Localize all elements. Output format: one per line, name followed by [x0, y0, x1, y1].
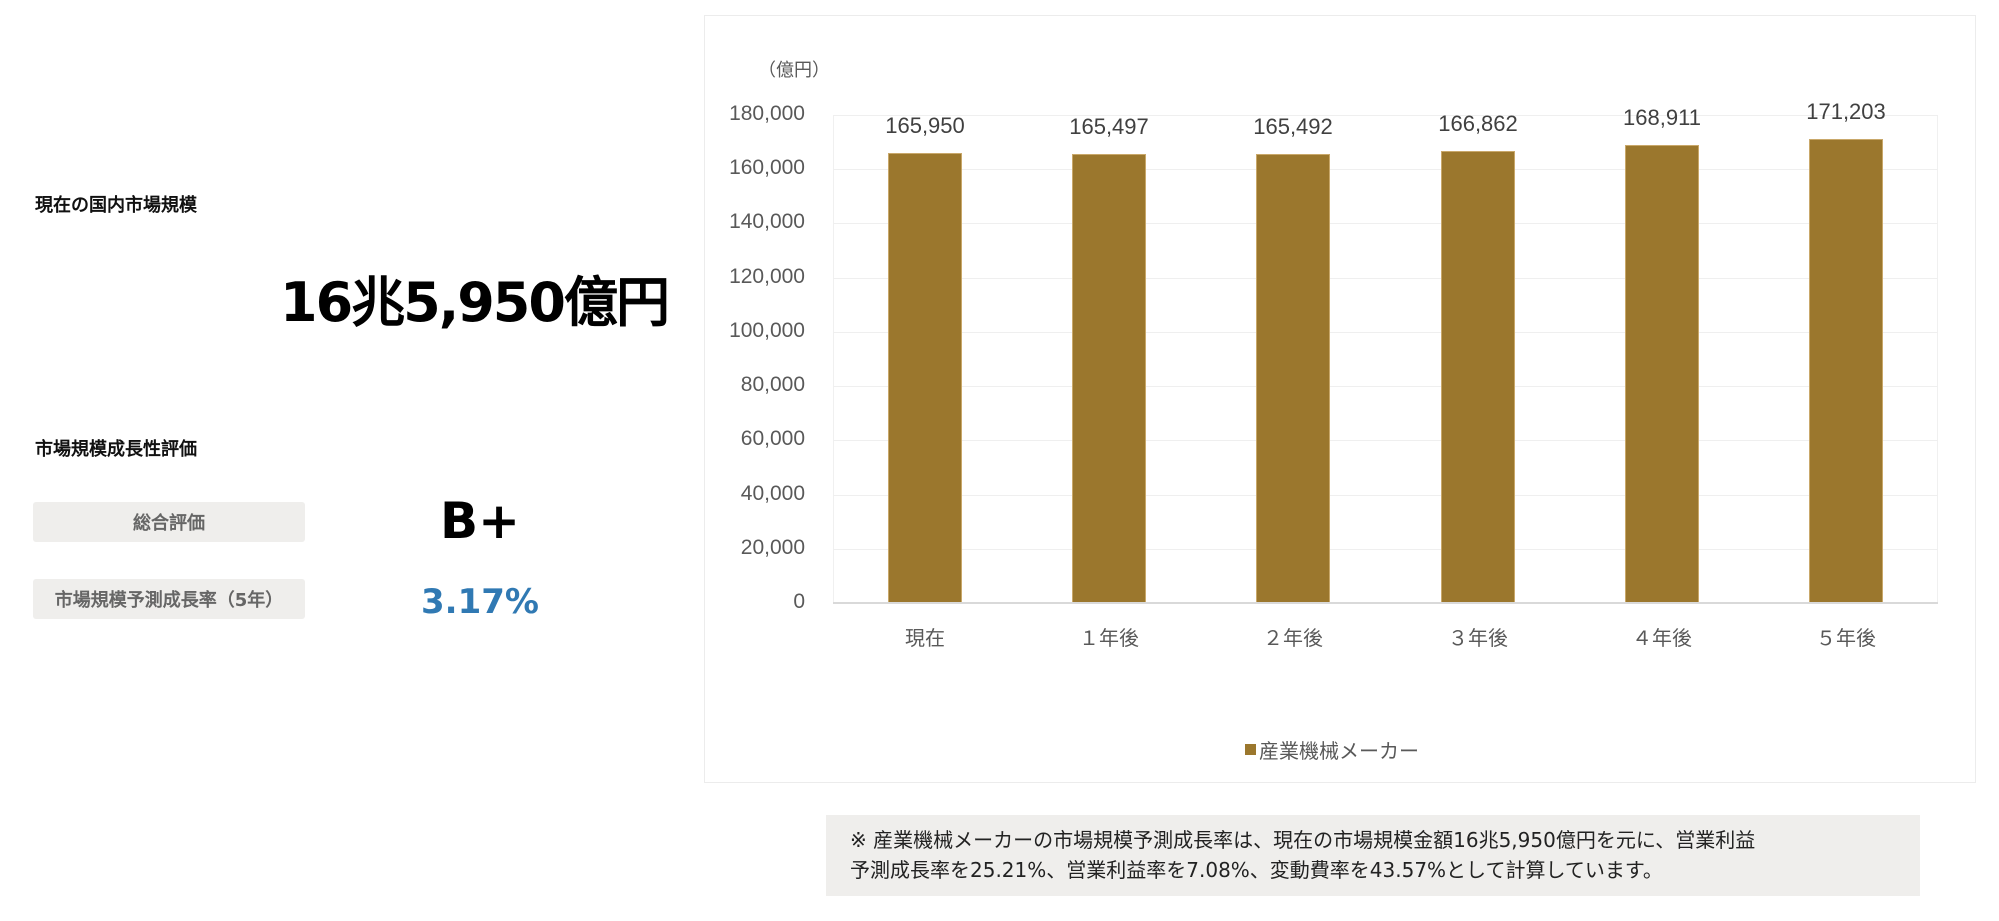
data-label: 168,911: [1623, 105, 1701, 130]
growth-evaluation-title: 市場規模成長性評価: [35, 439, 197, 460]
bar: [1441, 151, 1515, 603]
y-tick-label: 160,000: [729, 156, 805, 179]
bar: [1625, 145, 1699, 603]
gridline: [833, 115, 1938, 116]
y-tick-label: 140,000: [729, 210, 805, 233]
gridline: [833, 223, 1938, 224]
y-tick-label: 120,000: [729, 265, 805, 288]
y-tick-label: 60,000: [740, 427, 805, 450]
footnote-line-1: ※ 産業機械メーカーの市場規模予測成長率は、現在の市場規模金額16兆5,950億…: [850, 828, 1756, 852]
x-axis-line: [833, 602, 1938, 604]
overall-evaluation-label-text: 総合評価: [133, 513, 205, 534]
plot-area: [833, 115, 1938, 603]
gridline: [833, 440, 1938, 441]
data-label: 165,497: [1069, 114, 1149, 139]
y-tick-label: 80,000: [740, 373, 805, 396]
overall-grade: B+: [439, 492, 520, 550]
x-tick-label: ２年後: [1263, 626, 1323, 650]
y-tick-label: 40,000: [740, 482, 805, 505]
y-tick-label: 100,000: [729, 319, 805, 342]
footnote-box: ※ 産業機械メーカーの市場規模予測成長率は、現在の市場規模金額16兆5,950億…: [826, 815, 1920, 896]
overall-evaluation-label: 総合評価: [33, 502, 305, 542]
y-axis-unit-label: （億円）: [758, 60, 830, 80]
bar: [888, 153, 962, 603]
gridline: [833, 549, 1938, 550]
gridline: [833, 495, 1938, 496]
market-size-value: 16兆5,950億円: [280, 271, 670, 334]
y-tick-label: 0: [793, 590, 805, 613]
data-label: 165,950: [885, 113, 965, 138]
bar: [1809, 139, 1883, 603]
gridline: [833, 332, 1938, 333]
gridline: [833, 278, 1938, 279]
data-label: 171,203: [1806, 99, 1886, 124]
data-label: 165,492: [1253, 114, 1333, 139]
footnote-line-2: 予測成長率を25.21%、営業利益率を7.08%、変動費率を43.57%として計…: [850, 858, 1663, 882]
chart-legend: 産業機械メーカー: [1245, 735, 1419, 764]
legend-swatch-icon: [1245, 744, 1256, 755]
legend-label: 産業機械メーカー: [1259, 739, 1419, 763]
x-tick-label: ５年後: [1816, 626, 1876, 650]
y-tick-label: 180,000: [729, 102, 805, 125]
market-size-title: 現在の国内市場規模: [35, 195, 197, 216]
gridline: [833, 169, 1938, 170]
gridline: [833, 386, 1938, 387]
x-tick-label: １年後: [1079, 626, 1139, 650]
data-label: 166,862: [1438, 111, 1518, 136]
growth-rate-value: 3.17%: [421, 582, 539, 622]
bar: [1256, 154, 1330, 603]
x-tick-label: ３年後: [1448, 626, 1508, 650]
growth-rate-label: 市場規模予測成長率（5年）: [33, 579, 305, 619]
growth-rate-label-text: 市場規模予測成長率（5年）: [54, 590, 284, 611]
y-tick-label: 20,000: [740, 536, 805, 559]
x-tick-label: ４年後: [1632, 626, 1692, 650]
bar: [1072, 154, 1146, 603]
x-tick-label: 現在: [905, 626, 945, 650]
